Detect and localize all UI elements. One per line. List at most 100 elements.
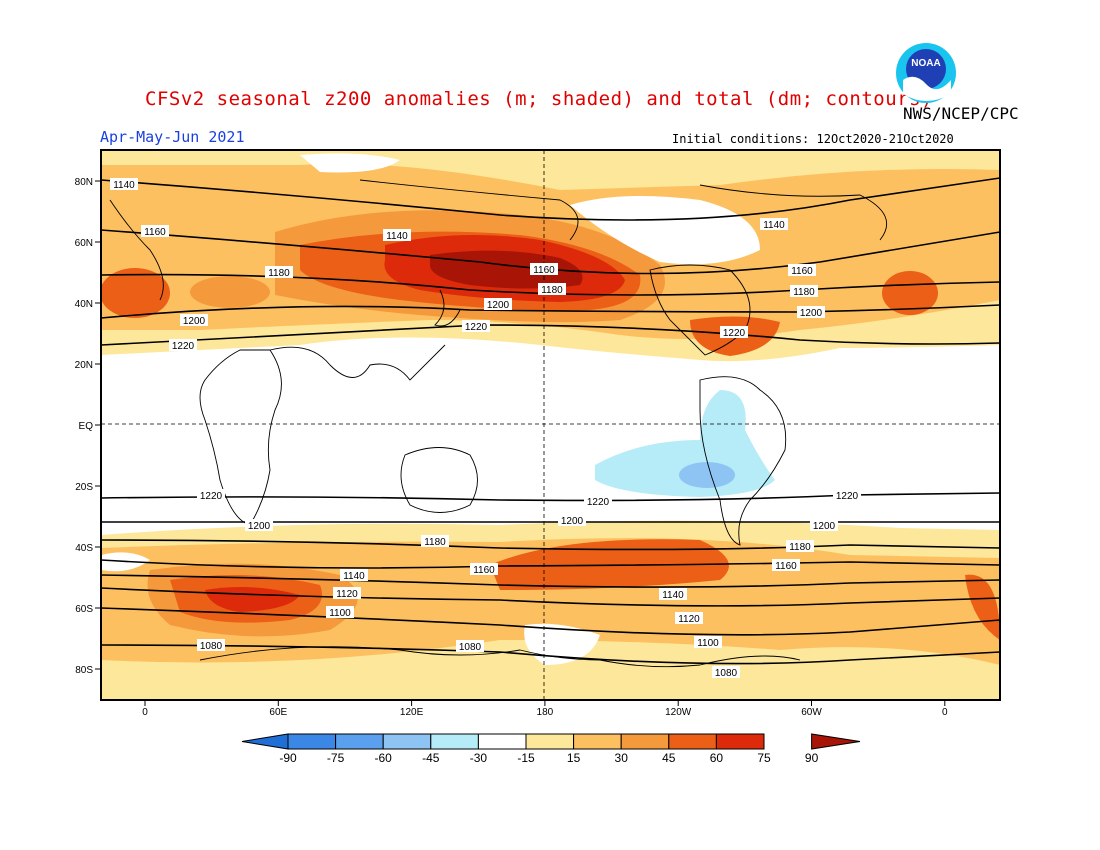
colorbar-swatch <box>382 733 432 750</box>
svg-text:1140: 1140 <box>662 590 684 601</box>
longitude-axis: 0 60E 120E 180 120W 60W 0 <box>142 700 948 718</box>
svg-text:1160: 1160 <box>473 565 495 576</box>
chart-title: CFSv2 seasonal z200 anomalies (m; shaded… <box>145 88 933 110</box>
contour-label: 1180 <box>790 285 818 298</box>
svg-text:1200: 1200 <box>561 516 584 527</box>
contour-line-1160 <box>101 229 1000 275</box>
svg-text:1180: 1180 <box>789 542 811 553</box>
coastline-north-america <box>649 264 751 356</box>
colorbar: -90 -75 -60 -45 -30 -15 15 30 45 60 75 90 <box>241 733 861 765</box>
coastline-south-asia <box>269 344 446 381</box>
coastline-canada-arctic <box>699 184 888 241</box>
contour-line-1140 <box>101 177 1000 221</box>
colorbar-tick-label: 60 <box>710 751 724 765</box>
colorbar-tick-label: -30 <box>470 751 488 765</box>
colorbar-arrow-left <box>241 733 289 750</box>
contour-label: 1100 <box>326 606 354 619</box>
anomaly-region-60-atlantic-west <box>101 268 170 318</box>
contour-line-1140-south <box>101 574 1000 588</box>
latitude-tick-label: 80N <box>75 177 93 188</box>
svg-text:1180: 1180 <box>541 285 563 296</box>
contour-label: 1200 <box>245 519 273 532</box>
svg-text:1180: 1180 <box>424 537 446 548</box>
contour-line-1180-south <box>101 539 1000 551</box>
contour-label: 1080 <box>197 639 225 652</box>
contour-label: 1160 <box>530 263 558 276</box>
contour-label: 1200 <box>797 306 825 319</box>
svg-text:1220: 1220 <box>723 328 746 339</box>
svg-text:1140: 1140 <box>763 220 785 231</box>
longitude-tick-label: 180 <box>537 707 554 718</box>
contour-label: 1160 <box>788 264 816 277</box>
latitude-tick-label: 40S <box>75 543 93 554</box>
colorbar-tick-label: 45 <box>662 751 676 765</box>
anomaly-region-60-atlantic-east <box>882 271 938 315</box>
org-label: NWS/NCEP/CPC <box>903 104 1019 123</box>
noaa-logo: NOAA <box>896 43 956 103</box>
anomaly-region-60-south-east <box>965 574 1000 640</box>
colorbar-tick-label: 90 <box>805 751 819 765</box>
colorbar-swatch <box>287 733 337 750</box>
latitude-tick-label: 60N <box>75 238 93 249</box>
contour-label: 1200 <box>484 298 512 311</box>
contour-label: 1100 <box>694 636 722 649</box>
contour-label: 1160 <box>141 225 169 238</box>
contour-line-1100-south <box>101 607 1000 636</box>
contour-line-1120-south <box>101 587 1000 607</box>
svg-text:1220: 1220 <box>836 491 859 502</box>
svg-text:1200: 1200 <box>800 308 823 319</box>
longitude-tick-label: 60E <box>269 707 287 718</box>
svg-text:1080: 1080 <box>715 668 738 679</box>
svg-text:1220: 1220 <box>200 491 223 502</box>
anomaly-region-45-europe <box>190 276 270 308</box>
latitude-tick-label: 80S <box>75 665 93 676</box>
contour-label: 1080 <box>456 640 484 653</box>
noaa-logo-text: NOAA <box>911 58 940 69</box>
contour-line-1220 <box>101 324 1000 346</box>
contour-line-1160-south <box>101 559 1000 569</box>
colorbar-tick-label: 15 <box>567 751 581 765</box>
anomaly-region-neutral-alaska <box>570 196 760 265</box>
latitude-tick-label: 60S <box>75 604 93 615</box>
coastline-south-america <box>699 376 787 546</box>
contour-label: 1080 <box>712 666 740 679</box>
coastline-australia <box>400 447 478 513</box>
colorbar-arrow-right <box>811 733 861 750</box>
colorbar-swatch <box>620 733 670 750</box>
svg-text:1100: 1100 <box>329 608 351 619</box>
svg-text:1140: 1140 <box>113 180 135 191</box>
longitude-tick-label: 0 <box>142 707 148 718</box>
svg-text:1200: 1200 <box>248 521 271 532</box>
svg-text:1120: 1120 <box>336 589 358 600</box>
contour-label: 1160 <box>470 563 498 576</box>
contours-south <box>101 492 1000 665</box>
svg-text:1200: 1200 <box>813 521 836 532</box>
colorbar-tick-label: -90 <box>279 751 297 765</box>
latitude-tick-label: 20S <box>75 482 93 493</box>
colorbar-tick-label: 75 <box>757 751 771 765</box>
contour-label: 1200 <box>558 514 586 527</box>
longitude-tick-label: 120E <box>400 707 424 718</box>
contour-label: 1180 <box>265 266 293 279</box>
contour-line-1200 <box>101 304 1000 319</box>
latitude-axis: 80N 60N 40N 20N EQ 20S 40S 60S 80S <box>75 177 101 676</box>
anomaly-region-neutral-arctic <box>300 153 400 173</box>
colorbar-swatch <box>668 733 717 750</box>
contours-north <box>101 177 1000 346</box>
contour-label: 1120 <box>675 612 703 625</box>
latitude-tick-label: 40N <box>75 299 93 310</box>
contour-label: 1140 <box>340 569 368 582</box>
contour-label: 1200 <box>180 314 208 327</box>
coastline-africa <box>199 349 282 526</box>
svg-text:1220: 1220 <box>587 497 610 508</box>
svg-text:1160: 1160 <box>775 561 797 572</box>
initial-conditions-label: Initial conditions: 12Oct2020-21Oct2020 <box>672 132 954 146</box>
svg-text:1180: 1180 <box>793 287 815 298</box>
colorbar-swatch <box>477 733 527 750</box>
colorbar-tick-label: -45 <box>422 751 440 765</box>
svg-text:1220: 1220 <box>465 322 488 333</box>
svg-text:1080: 1080 <box>200 641 223 652</box>
coastline-siberia <box>359 179 579 241</box>
coastline-greenland-west <box>109 199 164 301</box>
